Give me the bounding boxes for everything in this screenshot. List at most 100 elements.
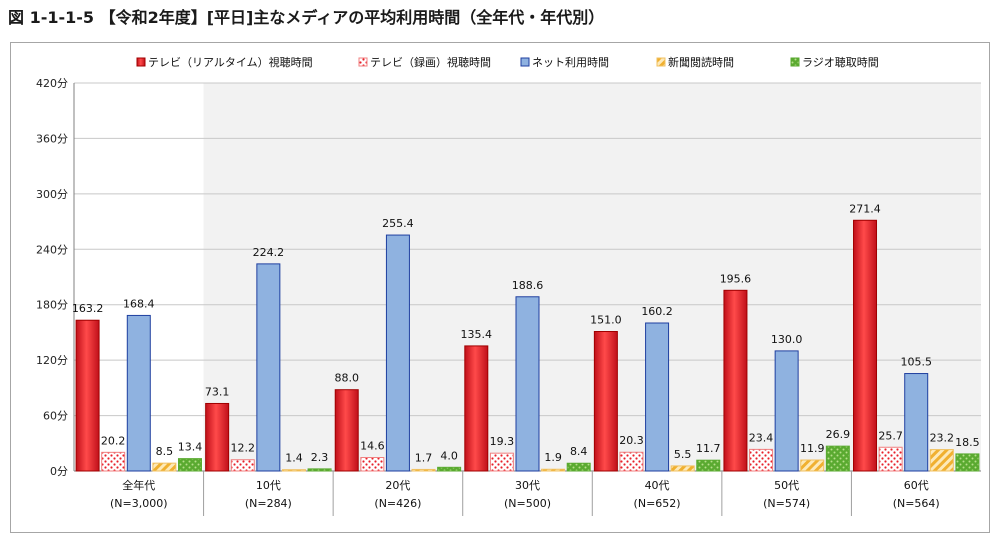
data-label: 23.2 — [930, 432, 955, 445]
bar — [723, 289, 748, 472]
data-label: 8.4 — [570, 445, 588, 458]
bar — [696, 459, 721, 472]
x-tick-label: 30代 — [515, 479, 540, 492]
data-label: 271.4 — [849, 202, 881, 215]
bar — [749, 448, 774, 472]
data-label: 135.4 — [461, 328, 493, 341]
age-group-shading — [203, 83, 982, 471]
legend-swatch — [520, 57, 530, 67]
data-label: 12.2 — [231, 442, 256, 455]
y-tick-label: 120分 — [36, 354, 68, 367]
bar — [177, 458, 202, 472]
data-label: 26.9 — [826, 428, 851, 441]
data-label: 73.1 — [205, 385, 230, 398]
bar — [126, 314, 151, 472]
bar — [152, 462, 177, 472]
data-label: 188.6 — [512, 279, 544, 292]
data-label: 105.5 — [900, 356, 932, 369]
data-label: 14.6 — [360, 440, 385, 453]
bar — [464, 345, 489, 472]
x-tick-label: 40代 — [645, 479, 670, 492]
data-label: 18.5 — [955, 436, 980, 449]
y-tick-label: 180分 — [36, 299, 68, 312]
bar — [385, 234, 410, 472]
x-axis-ticks: 全年代 (N=3,000) 10代 (N=284) 20代 (N=426) 30代 (N=50… — [110, 478, 940, 510]
bar — [360, 457, 385, 472]
bar — [334, 389, 359, 472]
bar — [411, 468, 436, 472]
chart-frame: 0分 60分 120分 180分 240分 300分 360分 420分 163.2 20.2 1… — [10, 42, 990, 533]
legend-label: ラジオ聴取時間 — [802, 56, 879, 69]
x-tick-sublabel: (N=3,000) — [110, 497, 168, 510]
data-label: 151.0 — [590, 314, 622, 327]
bar — [256, 263, 281, 472]
data-label: 160.2 — [641, 305, 673, 318]
bar — [825, 445, 850, 472]
bar — [566, 462, 591, 472]
bar — [205, 402, 230, 472]
bar — [75, 319, 100, 472]
y-tick-label: 60分 — [43, 410, 68, 423]
legend-swatch — [656, 57, 666, 67]
bar — [619, 451, 644, 472]
x-tick-label: 全年代 — [122, 478, 155, 492]
bar — [307, 468, 332, 472]
bar — [593, 331, 618, 472]
page-title: 図 1-1-1-5 【令和2年度】[平日]主なメディアの平均利用時間（全年代・年… — [8, 8, 605, 27]
bar — [904, 373, 929, 472]
bar — [437, 466, 462, 472]
x-tick-label: 10代 — [256, 479, 281, 492]
y-tick-label: 420分 — [36, 77, 68, 90]
x-tick-sublabel: (N=426) — [374, 497, 421, 510]
bar — [878, 446, 903, 472]
data-label: 11.7 — [696, 442, 721, 455]
bar — [670, 465, 695, 472]
legend-swatch — [790, 57, 800, 67]
data-label: 224.2 — [253, 246, 285, 259]
y-axis-ticks: 0分 60分 120分 180分 240分 300分 360分 420分 — [36, 77, 68, 478]
data-label: 88.0 — [334, 372, 359, 385]
bar — [541, 468, 566, 472]
data-label: 255.4 — [382, 217, 414, 230]
data-label: 168.4 — [123, 297, 155, 310]
data-label: 13.4 — [178, 441, 203, 454]
legend-swatch — [136, 57, 146, 67]
x-tick-sublabel: (N=500) — [504, 497, 551, 510]
legend-label: テレビ（リアルタイム）視聴時間 — [148, 55, 313, 69]
data-label: 4.0 — [440, 449, 458, 462]
data-label: 11.9 — [800, 442, 825, 455]
data-label: 2.3 — [311, 451, 329, 464]
x-tick-sublabel: (N=284) — [245, 497, 292, 510]
legend-label: 新聞閲読時間 — [668, 55, 734, 69]
bar — [515, 296, 540, 472]
legend-label: ネット利用時間 — [532, 56, 609, 69]
x-tick-label: 50代 — [774, 479, 799, 492]
data-label: 5.5 — [674, 448, 692, 461]
y-tick-label: 0分 — [50, 465, 68, 478]
data-label: 23.4 — [749, 431, 774, 444]
bar — [853, 219, 878, 472]
data-label: 20.3 — [619, 434, 644, 447]
x-tick-sublabel: (N=564) — [893, 497, 940, 510]
data-label: 130.0 — [771, 333, 803, 346]
bar — [955, 453, 980, 472]
y-tick-label: 240分 — [36, 243, 68, 256]
bar — [645, 322, 670, 472]
bar — [281, 469, 306, 472]
legend-swatch — [358, 57, 368, 67]
data-label: 20.2 — [101, 434, 126, 447]
data-label: 1.4 — [285, 452, 303, 465]
data-labels: 163.2 20.2 168.4 8.5 13.4 73.1 12.2 224.2 1.4 2.3… — [72, 202, 980, 464]
data-label: 1.9 — [544, 451, 562, 464]
data-label: 163.2 — [72, 302, 104, 315]
x-tick-label: 20代 — [385, 479, 410, 492]
x-tick-label: 60代 — [904, 479, 929, 492]
x-tick-sublabel: (N=574) — [763, 497, 810, 510]
bar — [230, 459, 255, 472]
y-tick-label: 360分 — [36, 132, 68, 145]
data-label: 8.5 — [156, 445, 174, 458]
bar — [489, 452, 514, 472]
x-tick-sublabel: (N=652) — [634, 497, 681, 510]
bar — [929, 449, 954, 472]
legend: テレビ（リアルタイム）視聴時間 テレビ（録画）視聴時間 ネット利用時間 新聞閲読時間 ラ… — [136, 55, 879, 69]
